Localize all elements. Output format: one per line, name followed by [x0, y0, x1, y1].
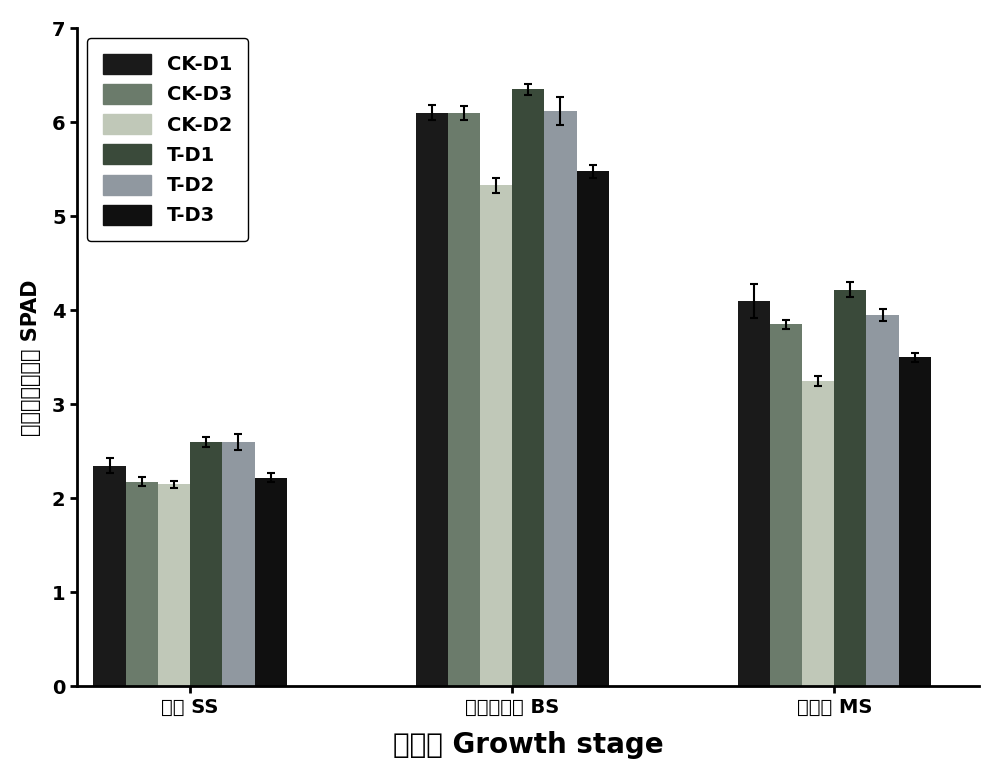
- X-axis label: 生育期 Growth stage: 生育期 Growth stage: [393, 731, 664, 759]
- Bar: [448, 113, 480, 686]
- Legend: CK-D1, CK-D3, CK-D2, T-D1, T-D2, T-D3: CK-D1, CK-D3, CK-D2, T-D1, T-D2, T-D3: [87, 38, 248, 241]
- Bar: [416, 113, 448, 686]
- Bar: [158, 484, 190, 686]
- Bar: [93, 466, 126, 686]
- Bar: [899, 357, 931, 686]
- Bar: [866, 315, 899, 686]
- Bar: [770, 324, 802, 686]
- Bar: [834, 289, 866, 686]
- Y-axis label: 叶绿素相对含量 SPAD: 叶绿素相对含量 SPAD: [21, 279, 41, 436]
- Bar: [255, 477, 287, 686]
- Bar: [126, 481, 158, 686]
- Bar: [738, 301, 770, 686]
- Bar: [480, 186, 512, 686]
- Bar: [577, 172, 609, 686]
- Bar: [802, 381, 834, 686]
- Bar: [544, 111, 577, 686]
- Bar: [512, 90, 544, 686]
- Bar: [222, 442, 255, 686]
- Bar: [190, 442, 222, 686]
